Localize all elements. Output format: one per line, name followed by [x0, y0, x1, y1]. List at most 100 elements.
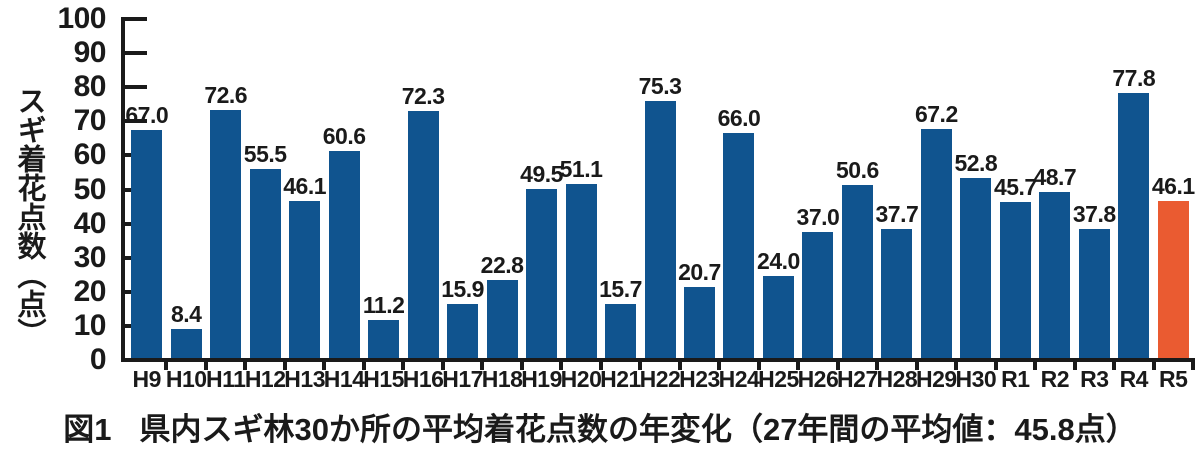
bar-value-label: 72.3 [401, 83, 445, 110]
bar-H27 [841, 185, 873, 358]
x-tick [1112, 362, 1117, 370]
bar-H24 [723, 132, 755, 358]
y-tick [121, 85, 147, 90]
bar-H22 [644, 101, 676, 358]
x-tick [401, 362, 406, 370]
x-tick [717, 362, 722, 370]
x-tick [203, 362, 208, 370]
x-tick-label: H27 [837, 366, 878, 392]
bar-H17 [447, 303, 479, 358]
x-tick-label: H13 [284, 366, 325, 392]
x-tick-label: H17 [442, 366, 483, 392]
x-tick-label: H20 [560, 366, 602, 392]
y-tick-label: 60 [73, 138, 107, 172]
x-tick [875, 362, 880, 370]
x-tick [559, 362, 564, 370]
x-tick [835, 362, 840, 370]
bar-value-label: 15.9 [441, 275, 484, 302]
x-tick [598, 362, 603, 370]
x-tick-label: R1 [1001, 366, 1030, 392]
bar-value-label: 11.2 [362, 291, 405, 318]
x-tick-label: H24 [718, 366, 760, 392]
bar-value-label: 45.7 [993, 174, 1037, 201]
x-tick [282, 362, 287, 370]
x-tick-label: H28 [876, 366, 918, 392]
bar-value-label: 22.8 [480, 252, 524, 279]
bar-H14 [328, 151, 360, 358]
x-tick [914, 362, 919, 370]
bar-value-label: 75.3 [638, 73, 682, 100]
bar-H30 [960, 177, 992, 358]
bar-value-label: 51.1 [559, 155, 603, 182]
bar-value-label: 15.7 [599, 276, 642, 303]
x-tick [243, 362, 248, 370]
y-tick-label: 30 [73, 240, 107, 274]
x-tick [1191, 362, 1195, 370]
bar-R1 [999, 202, 1031, 358]
x-tick [1151, 362, 1156, 370]
x-tick-label: R3 [1080, 366, 1109, 392]
bar-H28 [881, 229, 913, 358]
bar-value-label: 46.1 [283, 172, 327, 199]
y-tick-label: 90 [73, 36, 107, 70]
bar-value-label: 67.0 [125, 101, 169, 128]
bar-value-label: 48.7 [1033, 163, 1077, 190]
bar-R3 [1078, 229, 1110, 358]
bar-value-label: 37.8 [1072, 201, 1116, 228]
x-tick-label: H10 [165, 366, 207, 392]
plot-area: 67.0 H9 8.4 H10 72.6 H11 55.5 H12 46.1 H13 60.6 H14… [125, 0, 1195, 458]
x-tick [1033, 362, 1038, 370]
bar-H18 [486, 280, 518, 358]
figure-caption: 図1 県内スギ林30か所の平均着花点数の年変化（27年間の平均値：45.8点） [0, 404, 1200, 449]
bar-value-label: 46.1 [1151, 172, 1195, 199]
y-tick-label: 100 [57, 2, 106, 35]
x-tick-label: H26 [797, 366, 839, 392]
x-tick [796, 362, 801, 370]
x-tick-label: R4 [1119, 366, 1149, 392]
bar-H12 [249, 168, 281, 358]
y-tick [121, 17, 147, 21]
bar-value-label: 77.8 [1112, 64, 1156, 91]
bar-H10 [170, 329, 202, 358]
y-tick-label: 0 [89, 343, 107, 376]
bar-value-label: 49.5 [520, 161, 563, 188]
bar-value-label: 8.4 [170, 301, 202, 328]
x-tick-label: H19 [521, 366, 562, 392]
bar-H19 [526, 189, 558, 358]
bar-H13 [289, 200, 321, 358]
bar-H26 [802, 231, 834, 358]
x-tick-label: H29 [916, 366, 957, 392]
bar-R4 [1118, 92, 1150, 358]
x-axis-line [121, 358, 1195, 362]
x-tick [480, 362, 485, 370]
bar-H21 [605, 304, 637, 358]
bar-value-label: 20.7 [678, 259, 721, 286]
x-tick [519, 362, 524, 370]
bar-value-label: 66.0 [717, 104, 761, 131]
bar-H23 [683, 287, 715, 358]
y-tick-label: 10 [73, 308, 107, 342]
y-tick-label: 40 [73, 206, 107, 240]
y-tick-label: 50 [73, 172, 107, 206]
y-tick-label: 20 [73, 274, 107, 308]
bar-value-label: 50.6 [836, 157, 879, 184]
y-tick-label: 70 [73, 104, 107, 138]
y-tick-label: 80 [73, 70, 107, 104]
bar-value-label: 37.0 [796, 203, 840, 230]
bar-value-label: 52.8 [954, 149, 998, 176]
bar-H9 [131, 129, 163, 358]
x-tick-label: R5 [1159, 366, 1188, 392]
x-tick-label: H21 [600, 366, 641, 392]
x-tick [361, 362, 366, 370]
bar-R2 [1039, 191, 1071, 358]
bar-H29 [920, 128, 952, 358]
bar-value-label: 24.0 [757, 248, 800, 275]
y-tick [121, 51, 147, 56]
x-tick [954, 362, 959, 370]
y-axis-title: スギ着花点数（点） [13, 86, 45, 347]
x-tick-label: H15 [363, 366, 404, 392]
figure-label: 図1 [63, 412, 112, 447]
x-tick-label: H12 [244, 366, 286, 392]
x-tick [1072, 362, 1077, 370]
